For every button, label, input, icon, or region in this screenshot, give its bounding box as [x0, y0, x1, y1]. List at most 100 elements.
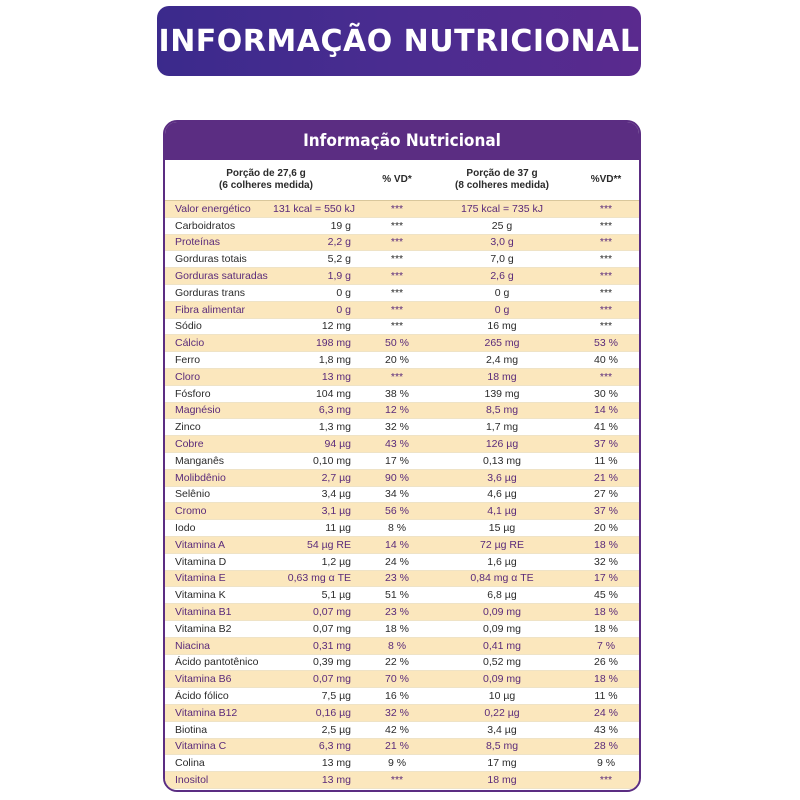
portion-1-vd: 16 % [385, 690, 409, 702]
portion-2-vd: 45 % [594, 589, 618, 602]
table-row: Iodo 11 µg 8 % 15 µg 20 % [165, 520, 639, 537]
portion-1-value: 0 g [336, 303, 351, 316]
table-row: Sódio 12 mg *** 16 mg *** [165, 318, 639, 336]
table-row: Vitamina B2 0,07 mg 18 % 0,09 mg 18 % [165, 620, 639, 638]
table-row: Valor energético 131 kcal = 550 kJ *** 175 … [165, 201, 639, 218]
portion-2-vd: 27 % [594, 488, 618, 501]
table-row: Manganês 0,10 mg 17 % 0,13 mg 11 % [165, 452, 639, 470]
portion-2-vd: 14 % [594, 404, 618, 417]
portion-2-vd: *** [599, 202, 613, 215]
table-row: Ácido fólico 7,5 µg 16 % 10 µg 11 % [165, 688, 639, 705]
portion-2-value: 3,4 µg [487, 723, 517, 736]
portion-1-vd: 9 % [387, 757, 407, 770]
portion-1-value: 13 mg [321, 773, 351, 786]
portion-2-value: 25 g [491, 219, 513, 232]
table-row: Vitamina E 0,63 mg α TE 23 % 0,84 mg α TE 17… [165, 570, 639, 588]
portion-2-value: 8,5 mg [485, 404, 519, 417]
portion-2-value: 3,0 g [490, 236, 514, 249]
table-row: Vitamina K 5,1 µg 51 % 6,8 µg 45 % [165, 587, 639, 605]
portion-1-value: 19 g [330, 219, 351, 232]
portion-1-value: 2,7 µg [321, 471, 351, 484]
nutrient-name: Proteínas [175, 236, 220, 249]
nutrient-name: Colina [175, 757, 205, 770]
portion-1-value: 104 mg [315, 387, 351, 400]
portion-2-vd: *** [599, 320, 613, 333]
portion-2-value: 3,6 µg [487, 471, 517, 484]
portion-2-vd: 40 % [594, 354, 618, 367]
table-row: Vitamina D 1,2 µg 24 % 1,6 µg 32 % [165, 553, 639, 571]
portion-1-vd: *** [390, 202, 404, 215]
table-row: Cromo 3,1 µg 56 % 4,1 µg 37 % [165, 503, 639, 521]
portion-1-vd: *** [390, 773, 404, 786]
portion-1-value: 0,16 µg [315, 706, 351, 719]
portion-1-value: 0,07 mg [313, 606, 351, 619]
nutrient-name: Fósforo [175, 387, 211, 400]
portion-2-value: 265 mg [484, 337, 520, 350]
portion-2-vd: *** [599, 219, 613, 232]
portion-2-value: 4,1 µg [487, 505, 517, 518]
table-row: Biotina 2,5 µg 42 % 3,4 µg 43 % [165, 721, 639, 739]
nutrient-name: Fibra alimentar [175, 303, 246, 316]
portion-1-value: 2,5 µg [321, 723, 351, 736]
portion-2-vd: *** [599, 236, 613, 249]
portion-1-value: 1,2 µg [321, 555, 351, 568]
portion-1-vd: 20 % [385, 354, 409, 367]
portion-1-vd: 23 % [385, 606, 409, 619]
table-row: Cálcio 198 mg 50 % 265 mg 53 % [165, 335, 639, 353]
portion-1-vd: 34 % [385, 488, 409, 501]
table-row: Cloro 13 mg *** 18 mg *** [165, 368, 639, 386]
portion-1-value: 1,3 mg [318, 421, 351, 434]
nutrient-name: Vitamina D [175, 555, 227, 568]
portion-2-value: 10 µg [488, 690, 516, 702]
portion-2-vd: 24 % [594, 706, 618, 719]
portion-1-vd: 14 % [385, 538, 409, 551]
portion-2-vd: *** [599, 370, 613, 383]
page-banner: INFORMAÇÃO NUTRICIONAL [157, 6, 641, 76]
portion-1-vd: 32 % [385, 706, 409, 719]
portion-1-vd: 43 % [385, 438, 409, 451]
portion-1-vd: 56 % [385, 505, 409, 518]
portion-2-value: 17 mg [487, 757, 517, 770]
nutrient-name: Inositol [175, 773, 209, 786]
portion-1-vd: 51 % [385, 589, 409, 602]
header-portion-2-line1: Porção de 37 g [466, 168, 538, 179]
nutrient-name: Vitamina E [175, 572, 226, 585]
nutrient-name: Vitamina C [175, 740, 227, 753]
portion-2-value: 0 g [494, 286, 510, 299]
portion-2-value: 5,9 mg [427, 791, 577, 792]
portion-1-vd: *** [390, 320, 404, 333]
nutrient-name: Ácido fólico [175, 690, 229, 702]
portion-2-vd: 18 % [594, 606, 618, 619]
table-row: Vitamina B1 0,07 mg 23 % 0,09 mg 18 % [165, 604, 639, 621]
header-portion-1: Porção de 27,6 g (6 colheres medida) [165, 160, 367, 200]
portion-2-value: 18 mg [487, 370, 517, 383]
nutrient-name: Vitamina K [175, 589, 226, 602]
portion-2-value: 72 µg RE [480, 538, 524, 551]
portion-2-value: 0,09 mg [483, 673, 521, 686]
portion-2-vd: 18 % [594, 622, 618, 635]
portion-1-vd: 22 % [385, 656, 409, 669]
table-row: Colina 13 mg 9 % 17 mg 9 % [165, 755, 639, 773]
nutrient-name: Cálcio [175, 337, 205, 350]
nutrient-name: Manganês [175, 454, 225, 467]
nutrient-name: Cloro [175, 370, 201, 383]
portion-1-vd: 18 % [385, 622, 409, 635]
table-row: Niacina 0,31 mg 8 % 0,41 mg 7 % [165, 637, 639, 655]
portion-2-value: 0,13 mg [483, 454, 521, 467]
table-row: Ácido pantotênico 0,39 mg 22 % 0,52 mg 26 % [165, 654, 639, 672]
portion-1-vd: *** [390, 219, 404, 232]
portion-1-value: 4,4 mg [273, 791, 367, 792]
table-row: Magnésio 6,3 mg 12 % 8,5 mg 14 % [165, 402, 639, 420]
portion-2-vd: 11 % [594, 454, 618, 467]
portion-2-vd: 43 % [594, 723, 618, 736]
portion-1-vd: 8 % [387, 639, 407, 652]
nutrient-name: Niacina [175, 639, 211, 652]
portion-2-vd: *** [599, 286, 613, 299]
table-row: Carboidratos 19 g *** 25 g *** [165, 217, 639, 235]
portion-2-value: 2,6 g [490, 270, 514, 283]
portion-1-value: 0,31 mg [313, 639, 351, 652]
portion-1-vd: 32 % [385, 421, 409, 434]
portion-1-value: 2,2 g [327, 236, 351, 249]
portion-1-vd: 50 % [385, 337, 409, 350]
table-title: Informação Nutricional [303, 131, 501, 151]
